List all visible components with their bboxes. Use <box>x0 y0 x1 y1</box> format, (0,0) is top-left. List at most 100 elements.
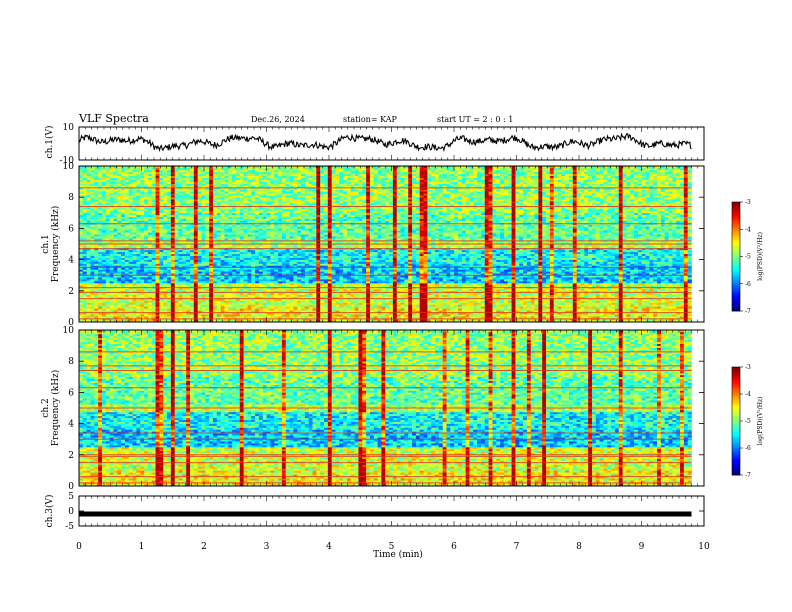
spectrogram-cell <box>573 293 577 295</box>
spectrogram-cell <box>611 293 615 295</box>
spectrogram-cell <box>561 295 565 297</box>
spectrogram-cell <box>573 277 577 279</box>
spectrogram-cell <box>316 289 320 291</box>
spectrogram-cell <box>198 271 202 273</box>
spectrogram-cell <box>79 301 83 303</box>
spectrogram-cell <box>420 281 424 283</box>
spectrogram-cell <box>221 308 225 310</box>
spectrogram-cell <box>339 304 343 306</box>
spectrogram-cell <box>362 269 366 271</box>
spectrogram-cell <box>278 314 282 316</box>
spectrogram-cell <box>450 283 454 285</box>
spectrogram-cell <box>194 303 198 305</box>
spectrogram-cell <box>424 295 428 297</box>
spectrogram-cell <box>343 303 347 305</box>
spectrogram-cell <box>179 269 183 271</box>
spectrogram-cell <box>381 283 385 285</box>
spectrogram-cell <box>186 303 190 305</box>
spectrogram-cell <box>649 316 653 318</box>
spectrogram-cell <box>247 281 251 283</box>
spectrogram-cell <box>247 306 251 308</box>
spectrogram-cell <box>125 314 129 316</box>
spectrogram-cell <box>680 304 684 306</box>
spectrogram-cell <box>500 306 504 308</box>
spectrogram-cell <box>140 279 144 281</box>
spectrogram-cell <box>236 295 240 297</box>
spectrogram-cell <box>278 283 282 285</box>
spectrogram-cell <box>316 279 320 281</box>
spectrogram-cell <box>313 303 317 305</box>
spectrogram-cell <box>370 279 374 281</box>
spectrogram-cell <box>270 277 274 279</box>
spectrogram-cell <box>554 303 558 305</box>
spectrogram-cell <box>194 277 198 279</box>
spectrogram-cell <box>202 293 206 295</box>
spectrogram-cell <box>370 293 374 295</box>
spectrogram-cell <box>186 289 190 291</box>
spectrogram-cell <box>106 289 110 291</box>
spectrogram-cell <box>634 277 638 279</box>
spectrogram-cell <box>224 289 228 291</box>
spectrogram-cell <box>435 308 439 310</box>
spectrogram-cell <box>439 316 443 318</box>
spectrogram-cell <box>186 314 190 316</box>
spectrogram-cell <box>665 281 669 283</box>
spectrogram-cell <box>263 285 267 287</box>
spectrogram-cell <box>569 308 573 310</box>
spectrogram-cell <box>523 285 527 287</box>
spectrogram-cell <box>489 304 493 306</box>
spectrogram-cell <box>102 295 106 297</box>
spectrogram-cell <box>393 303 397 305</box>
spectrogram-cell <box>297 293 301 295</box>
spectrogram-cell <box>159 303 163 305</box>
spectrogram-cell <box>431 314 435 316</box>
spectrogram-cell <box>450 295 454 297</box>
spectrogram-cell <box>489 281 493 283</box>
spectrogram-cell <box>669 279 673 281</box>
spectrogram-cell <box>217 271 221 273</box>
spectrogram-cell <box>397 277 401 279</box>
spectrogram-cell <box>466 271 470 273</box>
spectrogram-cell <box>255 289 259 291</box>
spectrogram-cell <box>393 271 397 273</box>
spectrogram-cell <box>573 316 577 318</box>
spectrogram-cell <box>408 314 412 316</box>
spectrogram-cell <box>224 316 228 318</box>
spectrogram-cell <box>370 277 374 279</box>
spectrogram-cell <box>615 316 619 318</box>
spectrogram-cell <box>316 264 320 266</box>
spectrogram-cell <box>190 285 194 287</box>
spectrogram-cell <box>477 301 481 303</box>
spectrogram-cell <box>83 283 87 285</box>
spectrogram-cell <box>638 306 642 308</box>
spectrogram-cell <box>672 308 676 310</box>
spectrogram-cell <box>202 285 206 287</box>
spectrogram-cell <box>205 314 209 316</box>
spectrogram-cell <box>669 289 673 291</box>
spectrogram-cell <box>615 295 619 297</box>
spectrogram-cell <box>439 303 443 305</box>
spectrogram-cell <box>94 271 98 273</box>
spectrogram-cell <box>202 316 206 318</box>
spectrogram-cell <box>110 279 114 281</box>
spectrogram-cell <box>83 271 87 273</box>
spectrogram-cell <box>355 304 359 306</box>
spectrogram-cell <box>313 293 317 295</box>
spectrogram-cell <box>469 301 473 303</box>
spectrogram-cell <box>424 293 428 295</box>
spectrogram-cell <box>87 289 91 291</box>
spectrogram-cell <box>535 295 539 297</box>
spectrogram-cell <box>638 304 642 306</box>
spectrogram-cell <box>439 277 443 279</box>
spectrogram-cell <box>554 264 558 266</box>
spectrogram-cell <box>205 277 209 279</box>
spectrogram-cell <box>473 304 477 306</box>
spectrogram-cell <box>305 279 309 281</box>
spectrogram-cell <box>94 281 98 283</box>
spectrogram-cell <box>577 277 581 279</box>
spectrogram-cell <box>577 271 581 273</box>
spectrogram-cell <box>688 304 692 306</box>
spectrogram-cell <box>385 285 389 287</box>
spectrogram-cell <box>205 316 209 318</box>
spectrogram-cell <box>427 304 431 306</box>
